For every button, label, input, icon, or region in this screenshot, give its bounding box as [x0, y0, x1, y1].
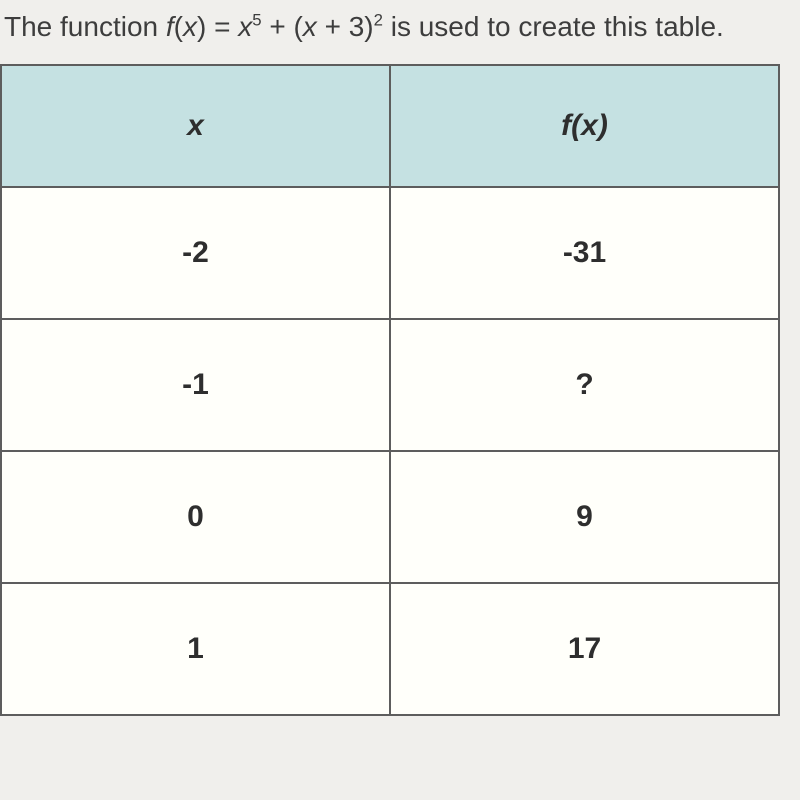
- col-header-fx-label: f(x): [561, 109, 608, 142]
- fn-equals: ) =: [197, 11, 238, 42]
- term1-exp: 5: [252, 11, 261, 30]
- plus: + (: [262, 11, 303, 42]
- fx-x: x: [581, 109, 598, 142]
- table-body: -2 -31 -1 ? 0 9 1 17: [1, 187, 779, 715]
- fn-letter: f: [166, 11, 174, 42]
- col-header-x: x: [1, 65, 390, 187]
- col-header-fx: f(x): [390, 65, 779, 187]
- term2-exp: 2: [374, 11, 383, 30]
- table-header-row: x f(x): [1, 65, 779, 187]
- table-row: -1 ?: [1, 319, 779, 451]
- fx-f: f: [561, 109, 571, 142]
- term2-inner-rest: + 3): [317, 11, 374, 42]
- term2-inner-x: x: [303, 11, 317, 42]
- page: The function f(x) = x5 + (x + 3)2 is use…: [0, 0, 800, 800]
- prompt-pre: The function: [4, 11, 166, 42]
- table-row: 1 17: [1, 583, 779, 715]
- cell-fx: -31: [390, 187, 779, 319]
- paren-open: (: [174, 11, 183, 42]
- cell-fx: 9: [390, 451, 779, 583]
- term1-base: x: [238, 11, 252, 42]
- cell-x: -2: [1, 187, 390, 319]
- prompt-post: is used to create this table.: [383, 11, 724, 42]
- table-row: 0 9: [1, 451, 779, 583]
- cell-x: 0: [1, 451, 390, 583]
- table-row: -2 -31: [1, 187, 779, 319]
- function-table: x f(x) -2 -31 -1 ? 0 9 1 17: [0, 64, 780, 716]
- question-prompt: The function f(x) = x5 + (x + 3)2 is use…: [0, 8, 800, 46]
- cell-fx: ?: [390, 319, 779, 451]
- cell-fx: 17: [390, 583, 779, 715]
- cell-x: 1: [1, 583, 390, 715]
- col-header-x-label: x: [187, 109, 204, 142]
- cell-x: -1: [1, 319, 390, 451]
- var-x-1: x: [183, 11, 197, 42]
